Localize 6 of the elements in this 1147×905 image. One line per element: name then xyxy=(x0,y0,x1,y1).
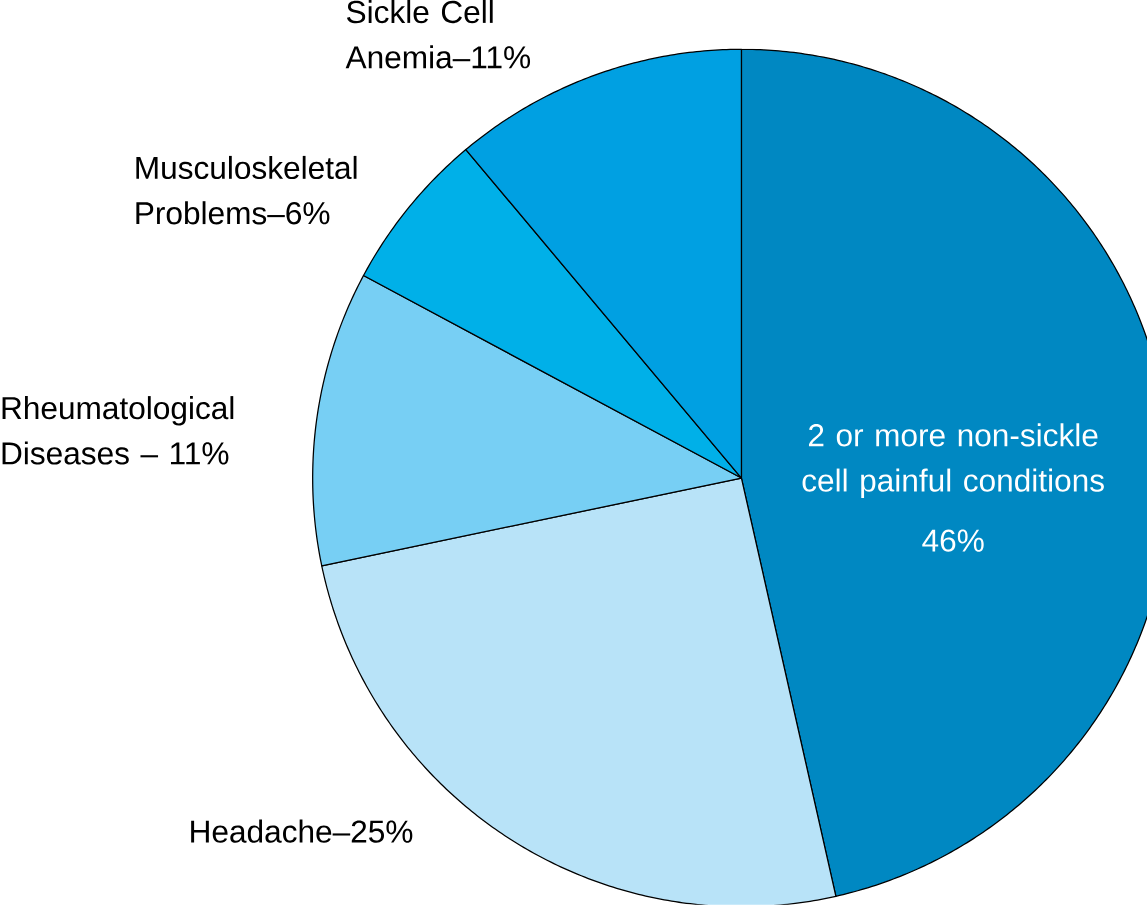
slice-label: Headache–25% xyxy=(191,819,413,843)
slice-label: 2 or more non-sickle cell painful conditions xyxy=(802,423,1104,499)
slice-label: Sickle Cell Anemia–11% xyxy=(345,0,531,69)
slice-label: Musculoskeletal Problems–6% xyxy=(136,156,357,225)
data-label: 46% xyxy=(922,529,984,552)
slice-label: Rheumatological Diseases – 11% xyxy=(2,396,234,465)
